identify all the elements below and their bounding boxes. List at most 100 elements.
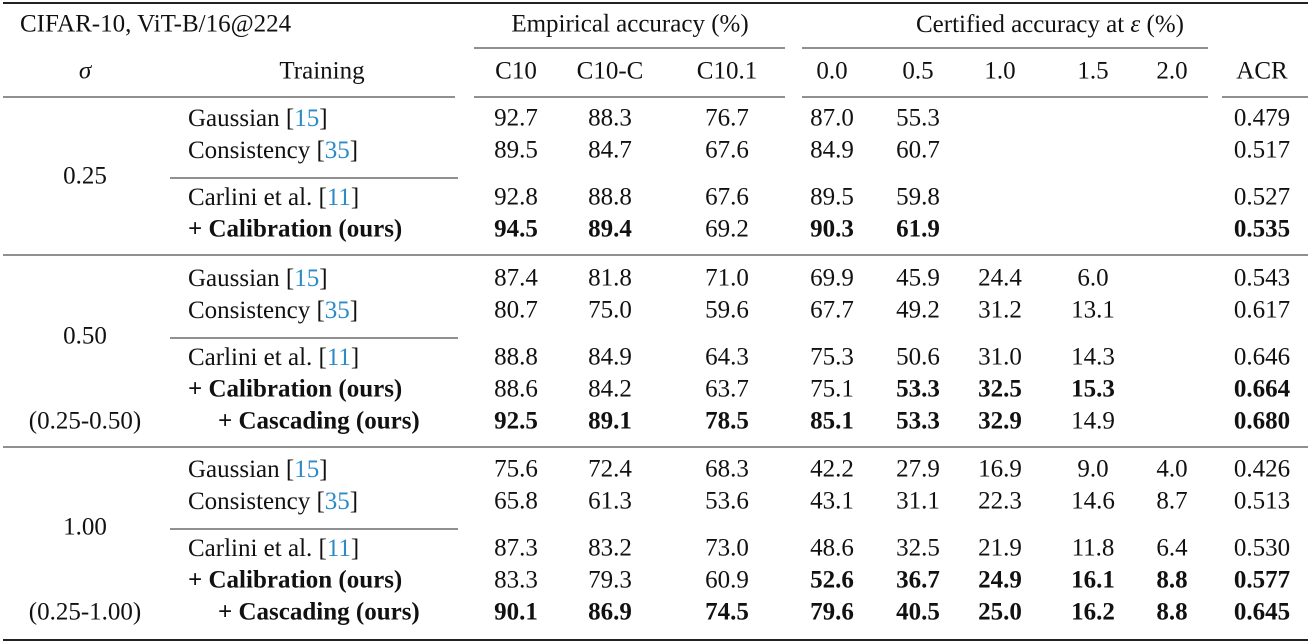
training-label: Consistency [35] [188,297,358,324]
cell-value: 4.0 [1156,456,1187,483]
cell-value: 84.9 [588,344,632,371]
sigma-label: 0.50 [63,323,107,350]
cell-value: 61.9 [896,216,940,243]
cell-value: 67.6 [705,184,749,211]
cell-value: 31.1 [896,488,940,515]
cell-value: 60.7 [896,137,940,164]
cell-value: 48.6 [810,535,854,562]
training-label: + Calibration (ours) [188,567,402,594]
cell-value: 43.1 [810,488,854,515]
training-label: + Calibration (ours) [188,216,402,243]
cell-value: 75.3 [810,344,854,371]
column-header: C10-C [577,58,644,85]
cell-value: 61.3 [588,488,632,515]
cell-value: 53.6 [705,488,749,515]
cell-value: 0.646 [1234,344,1290,371]
cell-value: 55.3 [896,105,940,132]
sigma-label: 0.25 [63,163,107,190]
training-label: Carlini et al. [11] [188,344,359,371]
training-label: + Calibration (ours) [188,376,402,403]
cell-value: 0.527 [1234,184,1290,211]
training-label: Carlini et al. [11] [188,184,359,211]
cell-value: 84.7 [588,137,632,164]
column-header: 0.5 [902,58,933,85]
cell-value: 27.9 [896,456,940,483]
cell-value: 73.0 [705,535,749,562]
cell-value: 16.1 [1071,567,1115,594]
cell-value: 88.3 [588,105,632,132]
cell-value: 6.0 [1077,265,1108,292]
cell-value: 53.3 [896,376,940,403]
cell-value: 8.8 [1156,599,1187,626]
cell-value: 87.4 [494,265,538,292]
cell-value: 92.5 [494,408,538,435]
cell-value: 78.5 [705,408,749,435]
column-header: 0.0 [816,58,847,85]
cell-value: 50.6 [896,344,940,371]
cell-value: 88.6 [494,376,538,403]
cell-value: 15.3 [1071,376,1115,403]
training-label: Gaussian [15] [188,456,328,483]
column-header: 1.0 [984,58,1015,85]
cell-value: 0.645 [1234,599,1290,626]
cell-value: 8.7 [1156,488,1187,515]
cell-value: 75.6 [494,456,538,483]
cell-value: 60.9 [705,567,749,594]
cell-value: 90.1 [494,599,538,626]
cell-value: 40.5 [896,599,940,626]
cell-value: 32.5 [896,535,940,562]
cell-value: 84.2 [588,376,632,403]
cell-value: 63.7 [705,376,749,403]
cell-value: 72.4 [588,456,632,483]
cell-value: 89.5 [494,137,538,164]
cell-value: 36.7 [896,567,940,594]
training-label: Consistency [35] [188,137,358,164]
training-label: + Cascading (ours) [218,599,420,626]
cell-value: 14.6 [1071,488,1115,515]
column-header: ACR [1236,58,1288,85]
cell-value: 0.535 [1234,216,1290,243]
column-header: 2.0 [1156,58,1187,85]
cell-value: 8.8 [1156,567,1187,594]
training-label: Gaussian [15] [188,265,328,292]
cell-value: 65.8 [494,488,538,515]
cell-value: 83.2 [588,535,632,562]
cell-value: 92.8 [494,184,538,211]
cell-value: 67.7 [810,297,854,324]
column-header: C10.1 [697,58,757,85]
cell-value: 75.0 [588,297,632,324]
group-header: Certified accuracy at ε (%) [916,11,1184,38]
cell-value: 0.543 [1234,265,1290,292]
cell-value: 24.9 [978,567,1022,594]
cell-value: 86.9 [588,599,632,626]
cell-value: 16.9 [978,456,1022,483]
cell-value: 25.0 [978,599,1022,626]
cell-value: 32.9 [978,408,1022,435]
cell-value: 42.2 [810,456,854,483]
cell-value: 59.8 [896,184,940,211]
cell-value: 31.2 [978,297,1022,324]
column-header: 1.5 [1077,58,1108,85]
cell-value: 59.6 [705,297,749,324]
column-header: σ [79,58,93,85]
cell-value: 71.0 [705,265,749,292]
cell-value: 75.1 [810,376,854,403]
sigma-range: (0.25-0.50) [29,408,141,435]
cell-value: 81.8 [588,265,632,292]
cell-value: 24.4 [978,265,1022,292]
group-header: Empirical accuracy (%) [511,11,748,38]
cell-value: 45.9 [896,265,940,292]
cell-value: 85.1 [810,408,854,435]
cell-value: 83.3 [494,567,538,594]
cell-value: 89.5 [810,184,854,211]
training-label: Consistency [35] [188,488,358,515]
cell-value: 76.7 [705,105,749,132]
cell-value: 69.9 [810,265,854,292]
cell-value: 94.5 [494,216,538,243]
sigma-label: 1.00 [63,514,107,541]
sigma-range: (0.25-1.00) [29,599,141,626]
cell-value: 79.6 [810,599,854,626]
cell-value: 0.517 [1234,137,1290,164]
